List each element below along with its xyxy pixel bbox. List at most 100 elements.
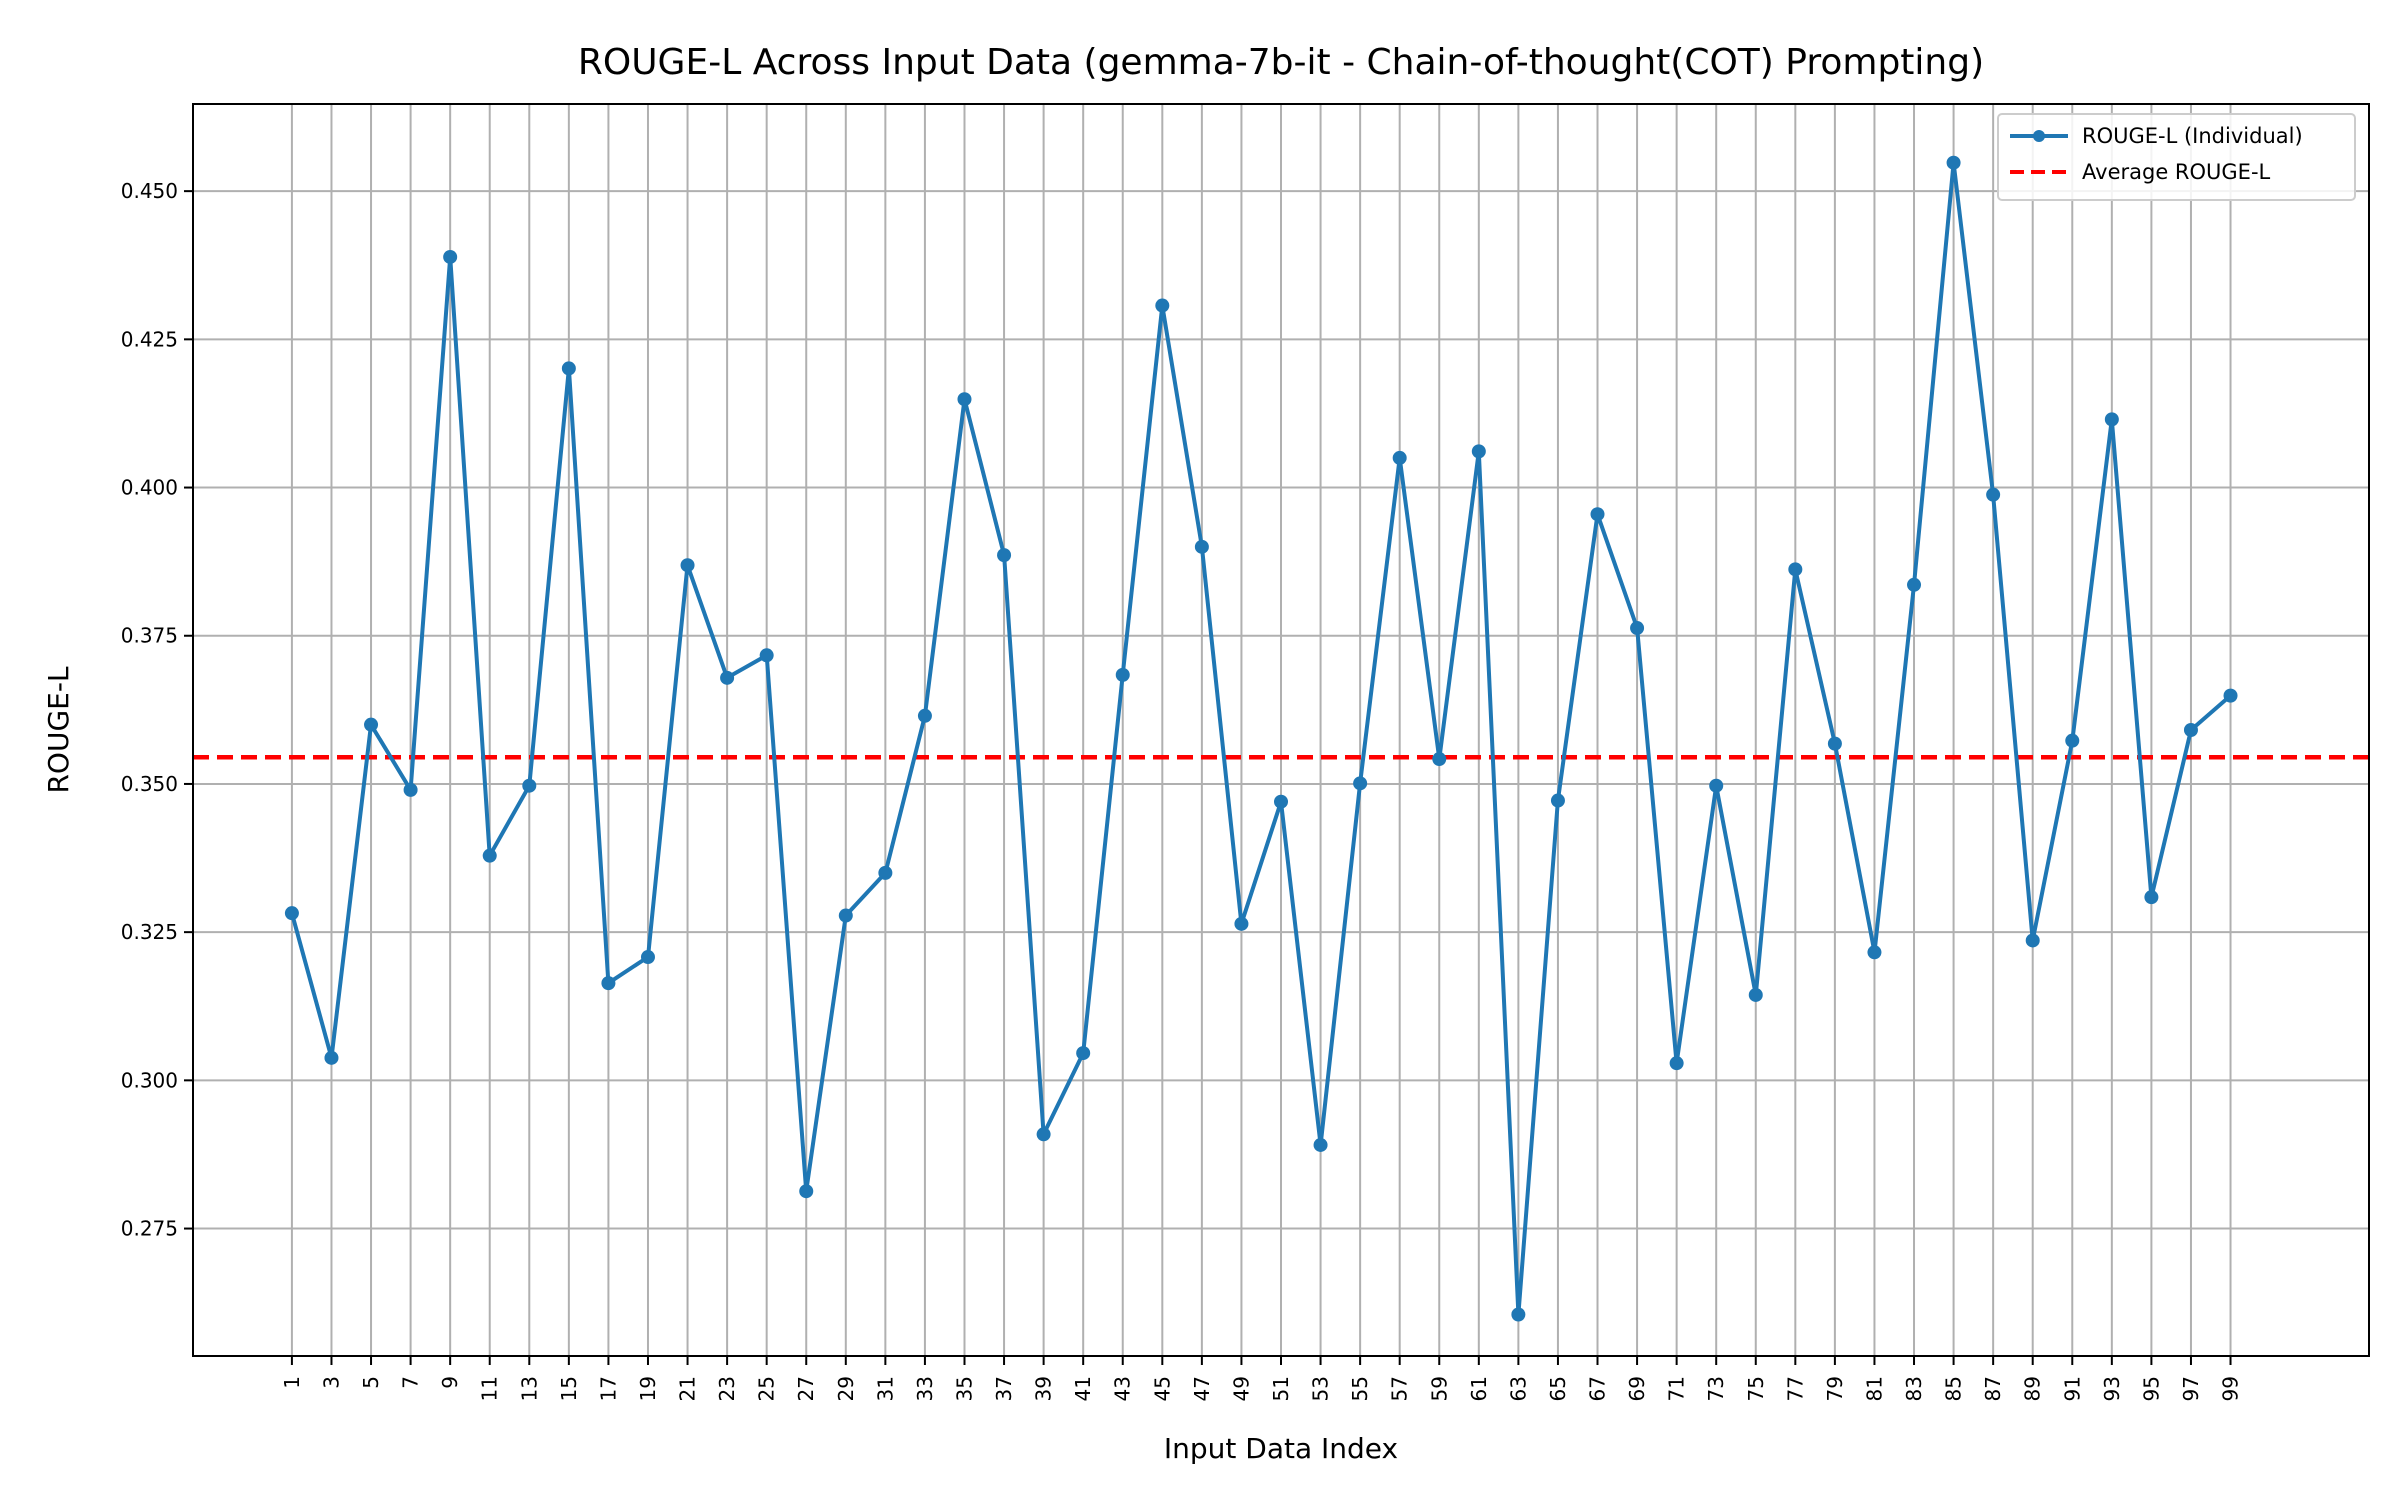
x-tick-label: 13: [517, 1376, 541, 1401]
data-point: [1748, 987, 1763, 1002]
y-axis-ticks: 0.275 0.300 0.325 0.350 0.375 0.400 0.425 0.450: [121, 179, 193, 1241]
data-point: [1669, 1056, 1684, 1071]
x-tick-label: 29: [834, 1376, 858, 1401]
data-point: [324, 1050, 339, 1065]
x-tick-label: 41: [1071, 1376, 1095, 1401]
data-point: [1471, 444, 1486, 459]
x-tick-label: 33: [913, 1376, 937, 1401]
data-point: [1946, 155, 1961, 170]
y-axis-label: ROUGE-L: [42, 666, 75, 793]
legend-marker-individual: [2033, 130, 2045, 142]
x-tick-label: 67: [1586, 1376, 1610, 1401]
x-tick-label: 7: [399, 1376, 423, 1389]
data-point: [284, 906, 299, 921]
data-point: [1155, 298, 1170, 313]
x-tick-label: 9: [438, 1376, 462, 1389]
data-point: [2065, 733, 2080, 748]
x-tick-label: 19: [636, 1376, 660, 1401]
data-point: [1511, 1307, 1526, 1322]
x-tick-label: 47: [1190, 1376, 1214, 1401]
data-point: [1788, 562, 1803, 577]
data-point: [957, 392, 972, 407]
y-tick-label: 0.350: [121, 772, 178, 796]
x-tick-label: 23: [715, 1376, 739, 1401]
x-tick-label: 85: [1942, 1376, 1966, 1401]
data-point: [1590, 507, 1605, 522]
x-tick-label: 89: [2021, 1376, 2045, 1401]
data-point: [997, 548, 1012, 563]
data-point: [720, 670, 735, 685]
x-tick-label: 83: [1902, 1376, 1926, 1401]
x-tick-label: 69: [1625, 1376, 1649, 1401]
data-point: [2025, 933, 2040, 948]
y-tick-label: 0.375: [121, 624, 178, 648]
x-tick-label: 45: [1150, 1376, 1174, 1401]
data-point: [601, 976, 616, 991]
x-tick-label: 53: [1309, 1376, 1333, 1401]
y-tick-label: 0.300: [121, 1068, 178, 1092]
data-point: [1115, 667, 1130, 682]
x-tick-label: 65: [1546, 1376, 1570, 1401]
data-point: [482, 848, 497, 863]
data-point: [2183, 723, 2198, 737]
data-point: [878, 865, 893, 880]
data-point: [1550, 793, 1565, 808]
x-tick-label: 61: [1467, 1376, 1491, 1401]
data-point: [1827, 736, 1842, 751]
data-point: [1036, 1127, 1051, 1142]
x-tick-label: 17: [596, 1376, 620, 1401]
data-point: [2104, 412, 2119, 427]
legend-box: [1997, 113, 2356, 201]
data-point: [799, 1184, 814, 1199]
x-tick-label: 75: [1744, 1376, 1768, 1401]
x-tick-label: 91: [2060, 1376, 2084, 1401]
legend: ROUGE-L (Individual) Average ROUGE-L: [1997, 113, 2356, 201]
data-point: [1630, 621, 1645, 636]
x-tick-label: 81: [1862, 1376, 1886, 1401]
legend-label-average: Average ROUGE-L: [2082, 160, 2271, 184]
data-point: [1867, 945, 1882, 960]
data-point: [1194, 539, 1209, 554]
data-point: [403, 782, 418, 797]
data-point: [522, 778, 537, 793]
data-point: [1234, 916, 1249, 931]
x-tick-label: 11: [478, 1376, 502, 1401]
x-tick-label: 95: [2139, 1376, 2163, 1401]
y-tick-label: 0.275: [121, 1217, 178, 1241]
x-tick-label: 51: [1269, 1376, 1293, 1401]
x-tick-label: 27: [794, 1376, 818, 1401]
data-point: [680, 558, 695, 573]
data-point: [1274, 794, 1288, 809]
x-tick-label: 43: [1111, 1376, 1135, 1401]
x-tick-label: 93: [2100, 1376, 2124, 1401]
individual-series: [284, 155, 2238, 1322]
x-tick-label: 21: [676, 1376, 700, 1401]
x-tick-label: 71: [1665, 1376, 1689, 1401]
x-tick-label: 37: [992, 1376, 1016, 1401]
x-tick-label: 1: [280, 1376, 304, 1389]
legend-label-individual: ROUGE-L (Individual): [2082, 124, 2303, 148]
data-point: [917, 708, 932, 723]
x-tick-label: 77: [1783, 1376, 1807, 1401]
x-tick-label: 87: [1981, 1376, 2005, 1401]
y-tick-label: 0.425: [121, 327, 178, 351]
series-line: [289, 160, 2232, 1317]
data-point: [1313, 1137, 1328, 1152]
x-axis-ticks: 1 3 5 7 9 11 13 15 17 19 21 23 25 27 29 31 33 35 37 39 41 43 4…: [280, 1356, 2243, 1401]
data-point: [1076, 1046, 1091, 1061]
data-point: [1432, 752, 1447, 767]
x-tick-label: 25: [755, 1376, 779, 1401]
data-point: [561, 361, 576, 376]
data-point: [1392, 450, 1407, 465]
data-point: [364, 717, 379, 732]
data-point: [2223, 688, 2238, 703]
data-point: [1709, 778, 1724, 793]
x-tick-label: 39: [1032, 1376, 1056, 1401]
x-tick-label: 59: [1427, 1376, 1451, 1401]
x-tick-label: 57: [1388, 1376, 1412, 1401]
x-tick-label: 5: [359, 1376, 383, 1389]
y-tick-label: 0.325: [121, 920, 178, 944]
x-tick-label: 3: [319, 1376, 343, 1389]
x-tick-label: 31: [873, 1376, 897, 1401]
